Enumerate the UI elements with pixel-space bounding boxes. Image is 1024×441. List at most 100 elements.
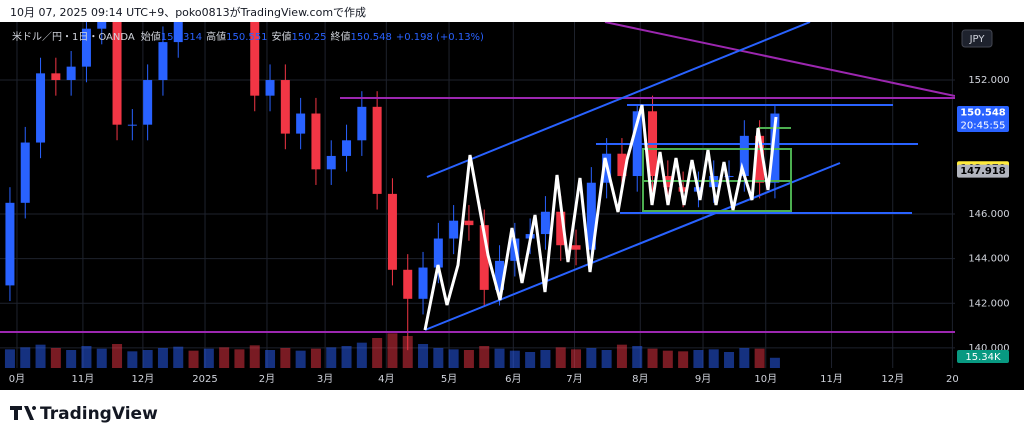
x-tick-label: 20	[946, 374, 959, 385]
volume-bar	[142, 350, 153, 368]
volume-bar	[601, 350, 612, 368]
candle-body	[556, 211, 566, 246]
legend-label: 安値	[271, 30, 291, 43]
legend: 米ドル／円・1日・OANDA 始値150.314 高値150.551 安値150.25…	[12, 30, 484, 43]
candle-body	[36, 73, 46, 143]
candle-body	[495, 260, 505, 290]
legend-change: +0.198 (+0.13%)	[396, 32, 484, 43]
legend-value: 150.25	[291, 32, 326, 43]
volume-bar	[234, 349, 245, 368]
candle-body	[173, 22, 183, 43]
countdown: 20:45:55	[961, 120, 1006, 131]
zigzag	[423, 104, 778, 331]
logo	[10, 406, 37, 420]
volume-bar	[586, 348, 597, 368]
candle-body	[250, 22, 260, 96]
volume-label-box	[957, 350, 1009, 363]
volume-bar	[693, 350, 704, 368]
volume-bar	[769, 357, 780, 368]
x-tick-label: 2月	[259, 373, 275, 385]
header: 10月 07, 2025 09:14 UTC+9、poko0813がTradin…	[10, 6, 367, 19]
candle-body	[540, 211, 550, 235]
candle-body	[20, 142, 30, 203]
candle-body	[97, 22, 107, 29]
x-tick-label: 8月	[632, 373, 648, 385]
currency-button-label: JPY	[969, 34, 986, 45]
price-axis	[955, 22, 1024, 390]
volume-bar	[555, 347, 566, 368]
volume-bar	[265, 350, 276, 368]
candle-body	[433, 238, 443, 268]
volume-bar	[4, 349, 15, 368]
volume-bar	[280, 348, 291, 368]
volume-bar	[219, 347, 230, 368]
y-tick-label: 142.000	[968, 298, 1009, 309]
legend-value: 150.551	[226, 32, 267, 43]
candle-body	[724, 176, 734, 178]
legend-symbol: 米ドル／円・1日・OANDA	[12, 30, 135, 43]
volume-bar	[525, 352, 536, 368]
volume-bar	[632, 346, 643, 368]
volume-bar	[678, 351, 689, 368]
candle-body	[678, 187, 688, 192]
volume-bar	[66, 350, 77, 368]
drawings	[0, 22, 955, 333]
channel-lower	[424, 162, 841, 331]
legend-label: 高値	[206, 30, 226, 43]
volume-bar	[433, 348, 444, 368]
price-label-box	[957, 105, 1009, 132]
brand: TradingView	[40, 404, 158, 424]
y-tick-label: 146.000	[968, 209, 1009, 220]
volume-bar	[310, 348, 321, 368]
volume-bar	[647, 348, 658, 368]
x-tick-label: 0月	[9, 373, 25, 385]
x-tick-label: 5月	[441, 373, 457, 385]
candle-body	[280, 80, 290, 134]
candle-body	[143, 80, 153, 125]
volume-bar	[509, 350, 520, 368]
candle-body	[112, 22, 122, 125]
volume-bar	[295, 350, 306, 368]
volume-bar	[203, 348, 214, 368]
volume-bar	[173, 346, 184, 368]
volume-bar	[418, 344, 429, 368]
volume-bar	[341, 346, 352, 368]
candle-body	[449, 220, 459, 239]
candle-body	[617, 153, 627, 177]
volume-bar	[739, 348, 750, 368]
volume-bar	[112, 344, 123, 368]
candle-body	[342, 140, 352, 156]
candle-body	[357, 106, 367, 141]
volume-bar	[188, 350, 199, 368]
volume-bar	[463, 350, 474, 368]
volume-bar	[494, 348, 505, 368]
x-tick-label: 6月	[505, 373, 521, 385]
y-tick-label: 152.000	[968, 75, 1009, 86]
candle-body	[51, 73, 61, 81]
x-tick-label: 12月	[132, 373, 155, 385]
candle-body	[418, 267, 428, 299]
candle-body	[739, 135, 749, 177]
volume-bar	[249, 345, 260, 368]
volume-bar	[372, 338, 383, 368]
volume-layer	[4, 333, 780, 368]
volume-bar	[724, 352, 735, 368]
x-tick-label: 7月	[566, 373, 582, 385]
currency-button[interactable]	[961, 29, 993, 48]
candle-body	[265, 80, 275, 96]
candle-body	[586, 182, 596, 250]
candle-body	[81, 28, 91, 67]
volume-bar	[20, 347, 31, 368]
x-tick-label: 9月	[695, 373, 711, 385]
volume-bar	[387, 333, 398, 368]
legend-value: 150.314	[161, 32, 202, 43]
x-tick-label: 11月	[820, 373, 843, 385]
volume-bar	[479, 346, 490, 368]
candle-body	[127, 124, 137, 126]
volume-bar	[662, 350, 673, 368]
volume-bar	[754, 348, 765, 368]
volume-bar	[708, 349, 719, 368]
candle-body	[755, 135, 765, 183]
